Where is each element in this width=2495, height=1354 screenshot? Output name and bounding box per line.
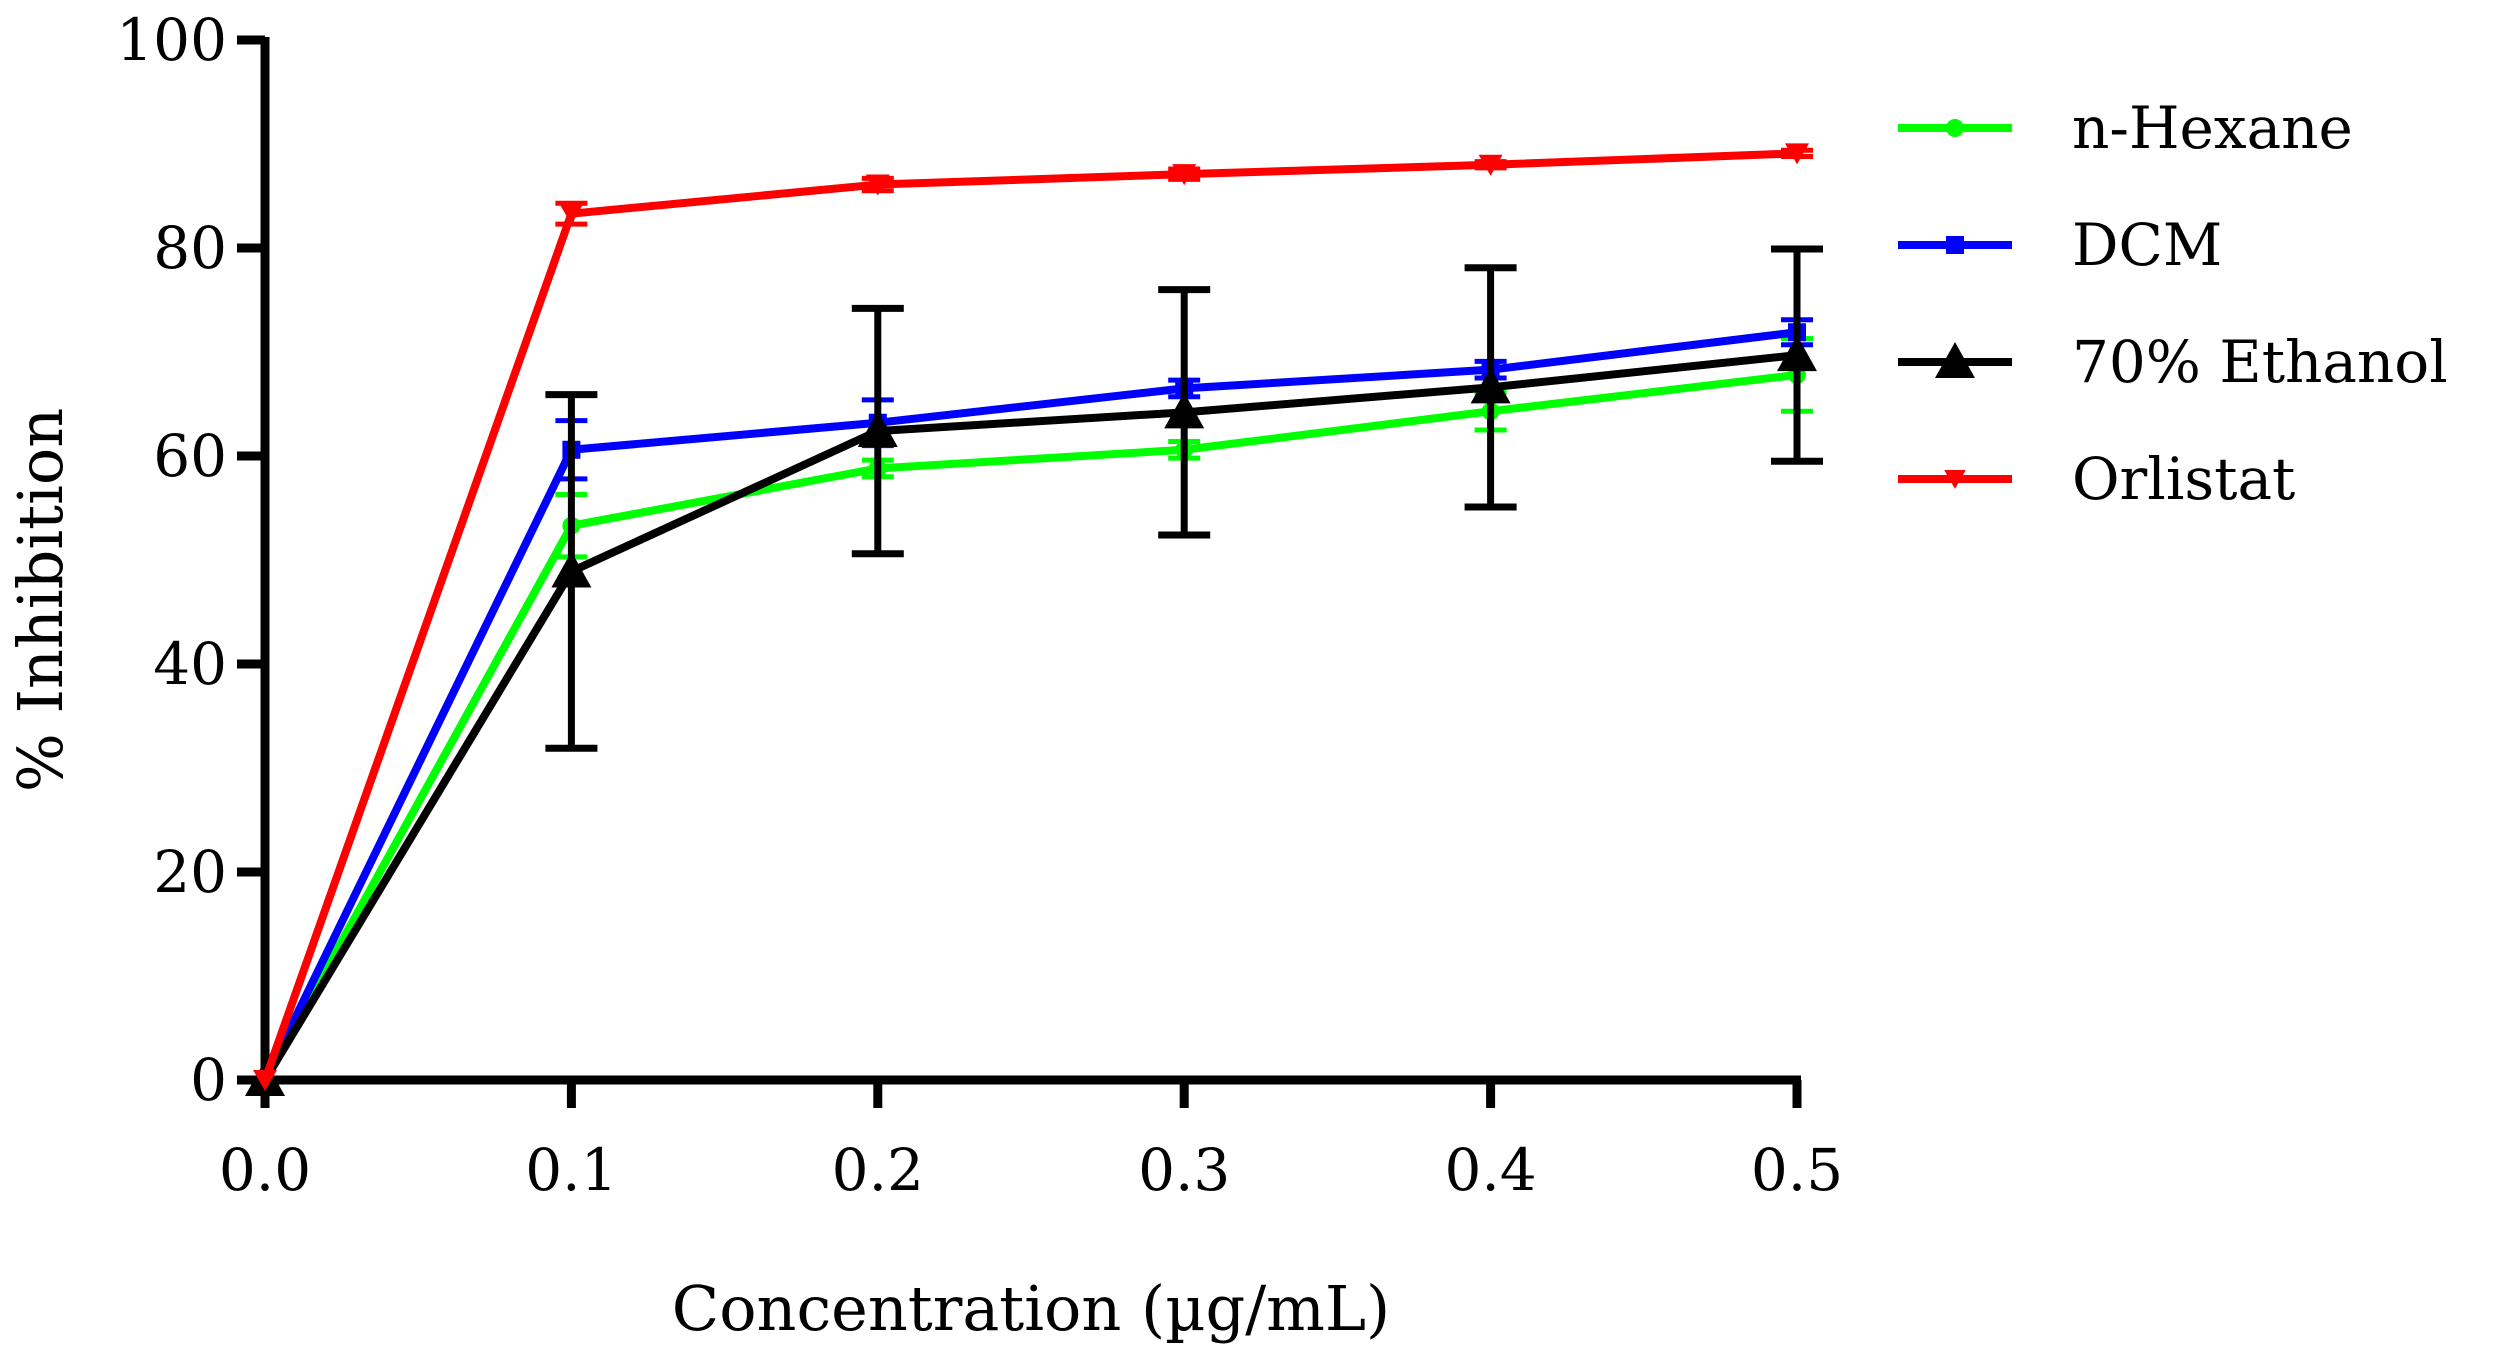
y-tick-label: 0 — [190, 1046, 227, 1114]
series-line — [261, 370, 1798, 1082]
data-point — [1470, 367, 1511, 404]
legend-marker — [1946, 236, 1964, 254]
legend-marker — [1944, 470, 1966, 489]
x-tick-label: 0.4 — [1444, 1136, 1536, 1204]
series-line — [261, 149, 1798, 1082]
legend-label: DCM — [2072, 211, 2222, 279]
data-point — [551, 551, 592, 588]
series-line — [261, 351, 1798, 1083]
legend-item: n-Hexane — [1898, 94, 2353, 162]
y-tick-label: 80 — [153, 214, 227, 282]
data-point — [1172, 164, 1197, 186]
series-orlistat — [253, 143, 1813, 1091]
data-point — [1478, 154, 1503, 176]
data-point — [559, 203, 584, 225]
x-tick-label: 0.0 — [219, 1136, 311, 1204]
y-tick-label: 40 — [153, 630, 227, 698]
data-point — [253, 1070, 277, 1091]
legend-item: 70% Ethanol — [1898, 328, 2448, 396]
data-point — [1777, 335, 1817, 372]
legend-marker — [1946, 119, 1964, 137]
legend-label: 70% Ethanol — [2072, 328, 2448, 396]
legend-marker — [1935, 342, 1975, 378]
data-point — [1785, 143, 1809, 165]
x-tick-label: 0.1 — [525, 1136, 617, 1204]
data-point — [1164, 392, 1205, 429]
x-tick-label: 0.5 — [1751, 1136, 1843, 1204]
data-point — [857, 411, 898, 448]
legend-label: Orlistat — [2072, 445, 2295, 513]
y-tick-label: 20 — [153, 838, 227, 906]
x-tick-label: 0.2 — [832, 1136, 924, 1204]
y-tick-label: 60 — [153, 422, 227, 490]
series-line — [261, 328, 1798, 1082]
legend-item: Orlistat — [1898, 445, 2295, 513]
x-tick-label: 0.3 — [1138, 1136, 1230, 1204]
series-70-ethanol — [245, 245, 1823, 1096]
legend-item: DCM — [1898, 211, 2222, 279]
legend: n-Hexane DCM 70% Ethanol Orlistat — [1898, 94, 2448, 513]
y-axis-title: % Inhibition — [4, 408, 77, 792]
data-point — [865, 174, 890, 196]
y-tick-label: 100 — [116, 6, 227, 74]
legend-label: n-Hexane — [2072, 94, 2353, 162]
x-axis-title: Concentration (µg/mL) — [672, 1272, 1390, 1345]
